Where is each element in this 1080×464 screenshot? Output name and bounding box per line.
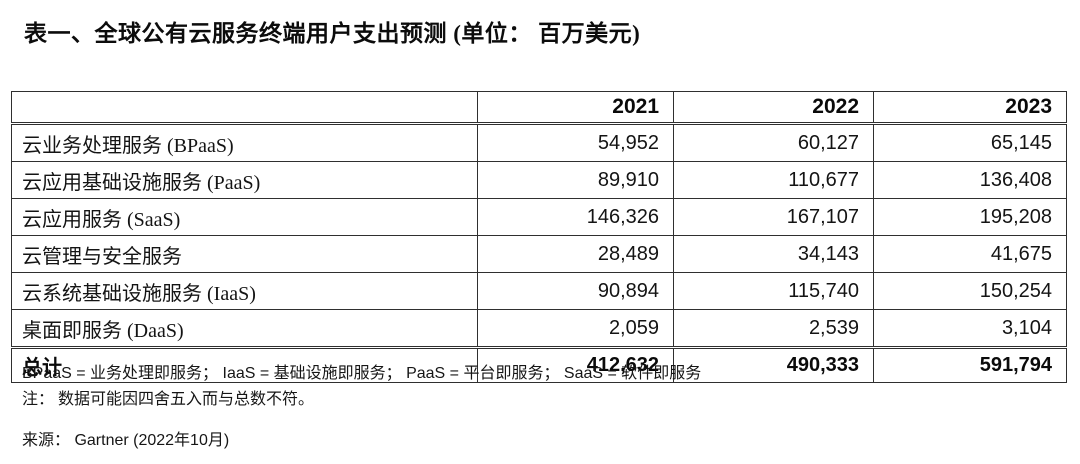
value-cell: 65,145 [873, 123, 1067, 162]
page-title: 表一、全球公有云服务终端用户支出预测 (单位： 百万美元) [24, 21, 641, 46]
spending-forecast-table: 2021 2022 2023 云业务处理服务 (BPaaS) 54,952 60… [11, 91, 1067, 383]
value-cell: 34,143 [673, 235, 874, 273]
value-cell: 2,539 [673, 309, 874, 348]
abbreviation-footnote: BPaaS = 业务处理即服务； IaaS = 基础设施即服务； PaaS = … [22, 365, 702, 382]
empty-header-cell [11, 91, 478, 125]
table-row-management-security: 云管理与安全服务 28,489 34,143 41,675 [11, 235, 1067, 273]
table-row-iaas: 云系统基础设施服务 (IaaS) 90,894 115,740 150,254 [11, 272, 1067, 310]
table-row-bpaas: 云业务处理服务 (BPaaS) 54,952 60,127 65,145 [11, 123, 1067, 162]
value-cell: 110,677 [673, 161, 874, 199]
value-cell: 115,740 [673, 272, 874, 310]
value-cell: 90,894 [477, 272, 674, 310]
rounding-note: 注： 数据可能因四舍五入而与总数不符。 [22, 391, 315, 408]
total-label: 总计 [11, 346, 478, 383]
row-label: 桌面即服务 (DaaS) [11, 309, 478, 348]
value-cell: 3,104 [873, 309, 1067, 348]
value-cell: 28,489 [477, 235, 674, 273]
total-value-cell: 412,632 [477, 346, 674, 383]
value-cell: 89,910 [477, 161, 674, 199]
value-cell: 150,254 [873, 272, 1067, 310]
table-header-row: 2021 2022 2023 [11, 91, 1067, 125]
row-label: 云应用服务 (SaaS) [11, 198, 478, 236]
source-attribution: 来源： Gartner (2022年10月) [22, 432, 230, 449]
row-label: 云业务处理服务 (BPaaS) [11, 123, 478, 162]
table-row-total: 总计 412,632 490,333 591,794 [11, 346, 1067, 383]
table-row-paas: 云应用基础设施服务 (PaaS) 89,910 110,677 136,408 [11, 161, 1067, 199]
value-cell: 2,059 [477, 309, 674, 348]
value-cell: 146,326 [477, 198, 674, 236]
value-cell: 54,952 [477, 123, 674, 162]
value-cell: 195,208 [873, 198, 1067, 236]
row-label: 云管理与安全服务 [11, 235, 478, 273]
total-value-cell: 591,794 [873, 346, 1067, 383]
column-header-2021: 2021 [477, 91, 674, 125]
column-header-2022: 2022 [673, 91, 874, 125]
row-label: 云系统基础设施服务 (IaaS) [11, 272, 478, 310]
value-cell: 41,675 [873, 235, 1067, 273]
value-cell: 136,408 [873, 161, 1067, 199]
row-label: 云应用基础设施服务 (PaaS) [11, 161, 478, 199]
table-row-saas: 云应用服务 (SaaS) 146,326 167,107 195,208 [11, 198, 1067, 236]
value-cell: 167,107 [673, 198, 874, 236]
column-header-2023: 2023 [873, 91, 1067, 125]
value-cell: 60,127 [673, 123, 874, 162]
table-row-daas: 桌面即服务 (DaaS) 2,059 2,539 3,104 [11, 309, 1067, 348]
total-value-cell: 490,333 [673, 346, 874, 383]
